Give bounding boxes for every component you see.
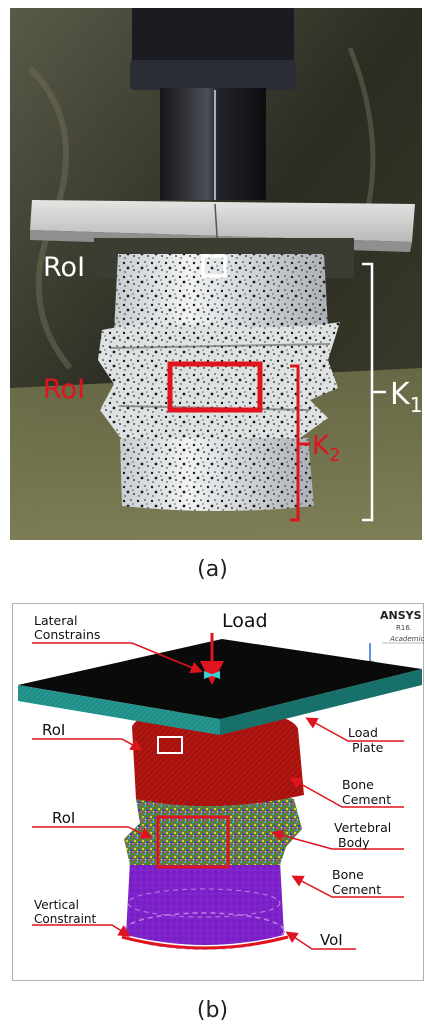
caption-b: (b) xyxy=(196,998,229,1023)
ansys-edition: Academic xyxy=(389,635,424,643)
vertebral-body-mesh xyxy=(124,791,302,865)
roi-red-marker xyxy=(167,361,263,413)
upper-cement-block xyxy=(114,254,328,332)
roi-mid-marker xyxy=(156,815,230,869)
label-bone-cement-bottom-2: Cement xyxy=(332,882,381,897)
label-load-plate-1: Load xyxy=(348,725,378,740)
roi-white-marker xyxy=(201,254,227,278)
label-voi: VoI xyxy=(320,931,343,949)
fe-model-panel-b: ANSYS R16. Academic xyxy=(12,603,424,981)
label-bone-cement-top-1: Bone xyxy=(342,777,374,792)
upper-bone-cement xyxy=(132,709,304,807)
label-load: Load xyxy=(222,610,268,632)
k2-bracket xyxy=(290,364,310,522)
lower-cement-block xyxy=(120,438,314,511)
label-vertebral-body-1: Vertebral xyxy=(334,820,391,835)
label-load-plate-2: Plate xyxy=(352,740,384,755)
label-roi-top: RoI xyxy=(42,721,65,739)
label-bone-cement-bottom-1: Bone xyxy=(332,867,364,882)
bottom-bone-cement xyxy=(121,861,289,950)
leader-lines-left xyxy=(32,642,203,937)
label-lateral-constrains-1: Lateral xyxy=(34,613,78,628)
lateral-constraint-marker xyxy=(204,671,214,679)
label-roi-mid: RoI xyxy=(52,809,75,827)
roi-top-marker xyxy=(157,736,183,754)
photo-panel-a: RoI RoI K1 K2 xyxy=(10,8,422,540)
label-lateral-constrains-2: Constrains xyxy=(34,627,100,642)
caption-a: (a) xyxy=(197,557,228,582)
roi-red-label: RoI xyxy=(43,374,85,405)
label-vertical-constraint-2: Constraint xyxy=(34,912,97,926)
k1-bracket xyxy=(362,262,386,522)
ansys-release: R16. xyxy=(396,624,412,632)
label-vertical-constraint-1: Vertical xyxy=(34,898,79,912)
ansys-logo: ANSYS xyxy=(380,609,422,622)
vertebral-body xyxy=(98,322,340,440)
label-vertebral-body-2: Body xyxy=(338,835,370,850)
loading-piston xyxy=(130,8,296,200)
k2-label: K2 xyxy=(312,431,341,466)
label-bone-cement-top-2: Cement xyxy=(342,792,391,807)
k1-label: K1 xyxy=(390,377,422,417)
leader-lines-right xyxy=(271,717,404,950)
roi-white-label: RoI xyxy=(43,252,85,283)
